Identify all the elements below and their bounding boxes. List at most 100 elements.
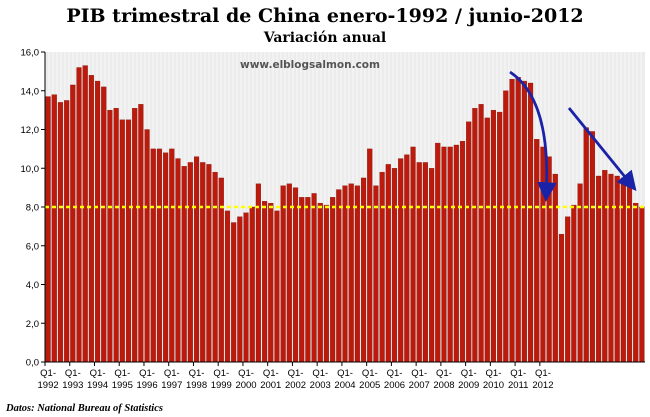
x-tick-label-quarter: Q1- bbox=[288, 368, 304, 379]
bar bbox=[70, 84, 76, 363]
bar bbox=[144, 129, 150, 363]
x-tick-label-quarter: Q1- bbox=[535, 368, 551, 379]
bar bbox=[206, 164, 212, 363]
x-tick-label-quarter: Q1- bbox=[114, 368, 130, 379]
x-tick-label-year: 2005 bbox=[359, 380, 380, 391]
x-tick-label-year: 2006 bbox=[384, 380, 405, 391]
bar bbox=[280, 185, 286, 363]
x-tick-label-year: 2000 bbox=[235, 380, 256, 391]
bar bbox=[342, 185, 348, 363]
bar bbox=[639, 206, 645, 363]
bar bbox=[169, 148, 175, 363]
bar bbox=[608, 173, 614, 363]
bar bbox=[274, 210, 280, 363]
bar bbox=[113, 108, 119, 363]
bar bbox=[292, 187, 299, 363]
y-tick-label: 8,0 bbox=[26, 203, 39, 214]
bar bbox=[132, 108, 138, 363]
bar bbox=[187, 162, 193, 363]
y-axis-ticks: 0,0 2,0 4,0 6,0 8,0 10,0 12,0 14,0 16,0 bbox=[21, 48, 45, 369]
x-tick-label-quarter: Q1- bbox=[213, 368, 229, 379]
bar bbox=[311, 193, 317, 363]
bar bbox=[626, 181, 633, 363]
bar bbox=[119, 119, 125, 363]
bar bbox=[268, 202, 274, 363]
x-tick-label-quarter: Q1- bbox=[312, 368, 328, 379]
bar bbox=[286, 183, 292, 363]
y-tick-label: 4,0 bbox=[26, 280, 39, 291]
bar bbox=[398, 158, 404, 363]
bar bbox=[558, 233, 565, 363]
bar bbox=[212, 171, 218, 363]
x-tick-label-year: 1997 bbox=[161, 380, 182, 391]
x-tick-label-quarter: Q1- bbox=[362, 368, 378, 379]
bar bbox=[125, 119, 132, 363]
x-tick-label-year: 2008 bbox=[433, 380, 454, 391]
trend-arrow-2008-icon bbox=[509, 70, 557, 202]
chart-subtitle: Variación anual bbox=[263, 30, 386, 46]
bar bbox=[602, 170, 608, 363]
bar bbox=[255, 183, 261, 363]
bar bbox=[224, 210, 231, 363]
x-tick-label-year: 2009 bbox=[458, 380, 479, 391]
bar bbox=[410, 146, 416, 363]
chart-title: PIB trimestral de China enero-1992 / jun… bbox=[66, 5, 583, 27]
bar bbox=[459, 140, 466, 363]
bar bbox=[299, 197, 305, 363]
bar bbox=[497, 111, 503, 363]
bar bbox=[633, 202, 639, 363]
x-tick-label-quarter: Q1- bbox=[263, 368, 279, 379]
bar bbox=[441, 146, 447, 363]
bar bbox=[181, 166, 187, 363]
bar bbox=[305, 197, 311, 363]
bar bbox=[571, 204, 577, 363]
bar bbox=[379, 171, 385, 363]
x-tick-label-year: 2011 bbox=[508, 380, 528, 391]
x-tick-label-quarter: Q1- bbox=[238, 368, 254, 379]
x-tick-label-quarter: Q1- bbox=[411, 368, 427, 379]
bar bbox=[45, 96, 51, 363]
bar bbox=[323, 204, 329, 363]
bar bbox=[453, 144, 459, 363]
x-tick-label-year: 1999 bbox=[211, 380, 232, 391]
y-tick-label: 0,0 bbox=[26, 358, 39, 369]
bar bbox=[237, 216, 243, 363]
bar bbox=[422, 162, 428, 363]
bar bbox=[614, 175, 620, 363]
bar bbox=[404, 154, 410, 363]
x-tick-label-year: 2010 bbox=[483, 380, 504, 391]
bar bbox=[385, 164, 391, 363]
y-tick-label: 2,0 bbox=[26, 319, 39, 330]
bar bbox=[583, 127, 589, 363]
y-tick-label: 10,0 bbox=[21, 164, 40, 175]
x-tick-label-year: 2002 bbox=[285, 380, 306, 391]
bar bbox=[391, 168, 398, 363]
bar bbox=[416, 162, 422, 363]
x-tick-label-quarter: Q1- bbox=[387, 368, 403, 379]
x-tick-label-year: 1993 bbox=[62, 380, 83, 391]
bar bbox=[466, 121, 472, 363]
x-tick-label-year: 1994 bbox=[87, 380, 108, 391]
bar bbox=[447, 146, 453, 363]
y-tick-label: 12,0 bbox=[21, 125, 40, 136]
bar bbox=[200, 162, 206, 363]
y-tick-label: 14,0 bbox=[21, 86, 40, 97]
bar bbox=[88, 75, 94, 363]
bar bbox=[231, 222, 237, 363]
y-tick-label: 16,0 bbox=[21, 48, 40, 59]
x-tick-label-quarter: Q1- bbox=[40, 368, 56, 379]
bar bbox=[249, 206, 255, 363]
x-tick-label-year: 2003 bbox=[310, 380, 331, 391]
x-tick-label-quarter: Q1- bbox=[337, 368, 353, 379]
bar bbox=[150, 148, 156, 363]
source-note: Datos: National Bureau of Statistics bbox=[5, 403, 163, 414]
bar bbox=[435, 142, 441, 363]
bar bbox=[503, 90, 509, 363]
bar bbox=[620, 177, 626, 363]
bar bbox=[490, 109, 497, 363]
bar bbox=[540, 146, 546, 363]
bar bbox=[528, 82, 534, 363]
watermark-text: www.elblogsalmon.com bbox=[240, 59, 380, 71]
bar bbox=[330, 197, 336, 363]
